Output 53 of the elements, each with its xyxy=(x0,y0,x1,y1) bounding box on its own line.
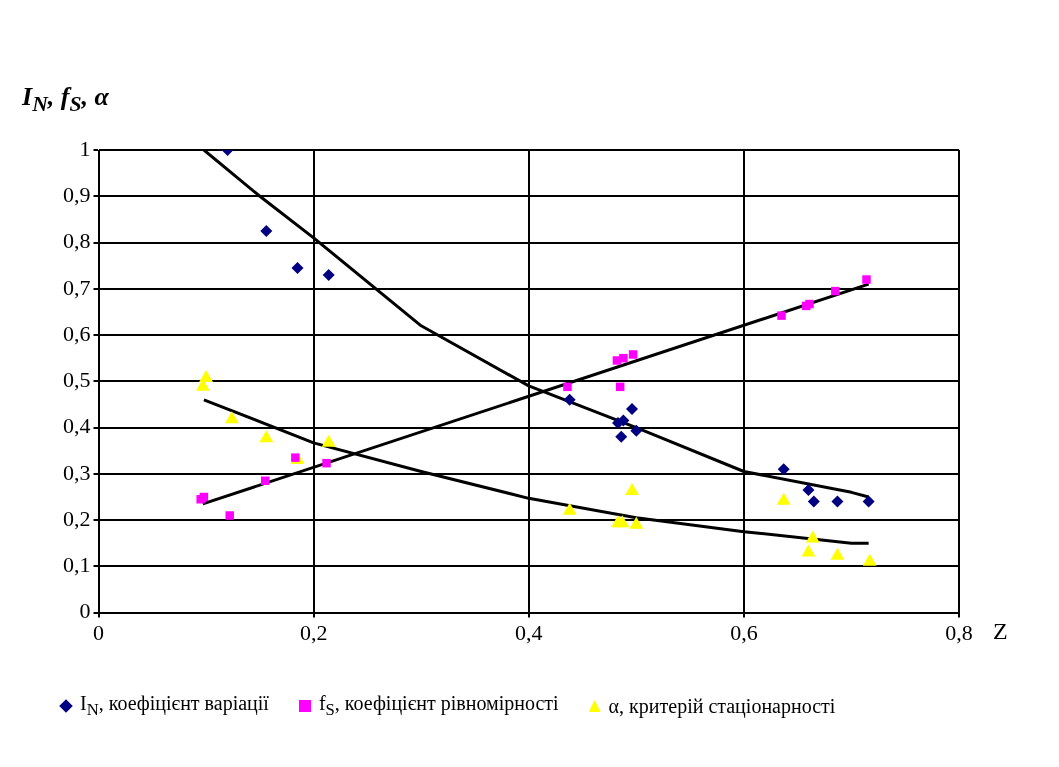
legend-label: f$_{S}$, коефіцієнт рівномірності xyxy=(318,692,559,720)
point xyxy=(562,502,577,515)
point xyxy=(260,224,273,237)
point xyxy=(862,495,875,508)
point xyxy=(563,382,572,392)
point xyxy=(628,350,638,359)
point xyxy=(322,268,335,281)
y-tick-label: 0,7 xyxy=(63,274,91,300)
legend-label: I$_{N}$, коефіцієнт варіації xyxy=(80,692,269,720)
y-tick-label: 1 xyxy=(79,135,91,161)
point xyxy=(831,495,844,508)
y-tick-label: 0,9 xyxy=(63,182,91,208)
point xyxy=(862,275,871,284)
x-tick-label: 0,8 xyxy=(945,619,973,645)
point xyxy=(224,411,239,424)
y-tick-label: 0,4 xyxy=(63,413,91,439)
x-tick-label: 0,4 xyxy=(515,619,543,645)
y-tick-label: 0,5 xyxy=(63,367,91,393)
y-tick-label: 0,8 xyxy=(63,228,91,254)
point xyxy=(563,393,576,406)
point xyxy=(862,553,877,566)
x-tick-label: 0,2 xyxy=(299,619,328,645)
y-tick-label: 0,2 xyxy=(63,505,91,531)
point xyxy=(801,544,816,557)
point xyxy=(805,530,820,543)
y-tick-label: 0 xyxy=(79,598,91,624)
legend-label: α, критерій стаціонарності xyxy=(608,694,836,718)
y-tick-label: 0,6 xyxy=(63,320,91,346)
point xyxy=(291,261,304,274)
point xyxy=(225,511,234,520)
point xyxy=(615,430,628,443)
point xyxy=(629,516,644,529)
point xyxy=(259,430,274,443)
point xyxy=(626,403,639,416)
point xyxy=(321,434,336,447)
point xyxy=(322,458,331,468)
point xyxy=(802,484,815,497)
point xyxy=(831,286,840,296)
point xyxy=(807,495,820,508)
point xyxy=(777,463,790,476)
point xyxy=(777,311,786,320)
y-tick-label: 0,3 xyxy=(63,459,91,485)
point xyxy=(830,547,845,560)
point xyxy=(619,353,628,363)
point xyxy=(630,424,643,437)
y-tick-label: 0,1 xyxy=(63,552,91,578)
point xyxy=(625,482,639,495)
x-tick-label: 0,6 xyxy=(730,619,758,645)
point xyxy=(615,515,630,528)
point xyxy=(776,492,791,505)
point xyxy=(199,370,213,383)
x-axis-title: Z xyxy=(993,618,1008,645)
y-axis-title: I$_{N}$, f$_{S}$, α xyxy=(22,82,109,118)
